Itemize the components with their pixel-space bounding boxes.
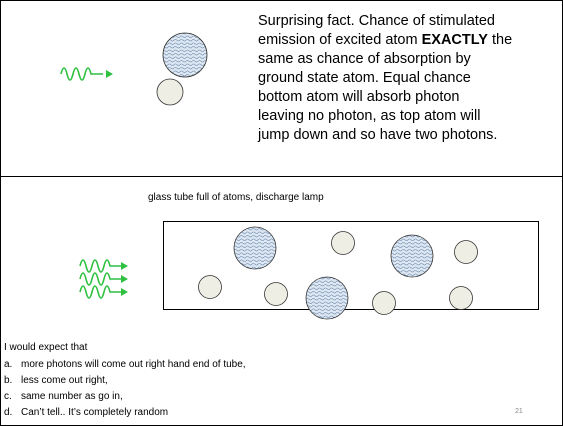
option-text: same number as go in, bbox=[21, 391, 123, 402]
text-run: emission of excited atom bbox=[258, 32, 422, 48]
page-number: 21 bbox=[515, 408, 523, 415]
excited-atom bbox=[163, 33, 207, 77]
text-line: leaving no photon, as top atom will bbox=[258, 108, 480, 124]
ground-atom bbox=[157, 79, 183, 105]
text-line: jump down and so have two photons. bbox=[257, 127, 497, 143]
option-text: more photons will come out right hand en… bbox=[21, 359, 246, 370]
text-run: EXACTLY bbox=[422, 32, 489, 48]
option-label: b. bbox=[4, 375, 12, 386]
question: I would expect that bbox=[4, 342, 88, 353]
option-label: c. bbox=[4, 391, 12, 402]
text-run: the bbox=[488, 32, 512, 48]
text-line: same as chance of absorption by bbox=[258, 51, 472, 67]
slide: Surprising fact. Chance of stimulated emi… bbox=[0, 0, 563, 426]
caption: glass tube full of atoms, discharge lamp bbox=[148, 192, 324, 203]
text-line: Surprising fact. Chance of stimulated bbox=[258, 13, 495, 29]
option-text: Can’t tell.. It’s completely random bbox=[21, 407, 168, 418]
option-label: a. bbox=[4, 359, 12, 370]
text-line: emission of excited atom EXACTLY the bbox=[258, 32, 512, 48]
option-text: less come out right, bbox=[21, 375, 108, 386]
text-line: bottom atom will absorb photon bbox=[258, 89, 460, 105]
text-line: ground state atom. Equal chance bbox=[258, 70, 471, 86]
option-label: d. bbox=[4, 407, 12, 418]
